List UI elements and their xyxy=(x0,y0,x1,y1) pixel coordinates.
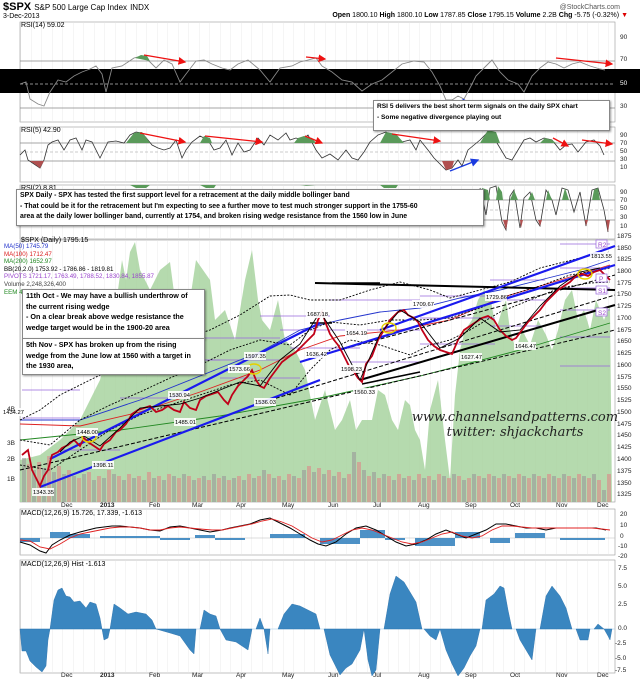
axis-tick: 50 xyxy=(620,80,628,87)
legend-ma200: MA(200) 1652.97 xyxy=(4,258,52,266)
svg-text:1434.27: 1434.27 xyxy=(3,410,24,416)
axis-tick: 10 xyxy=(620,223,628,230)
axis-tick: 70 xyxy=(620,140,628,147)
axis-tick: 90 xyxy=(620,189,628,196)
svg-text:1573.66: 1573.66 xyxy=(229,367,250,373)
price-annotations: 1434.27 1448.00 1343.35 1398.11 1530.94 … xyxy=(2,252,612,496)
symbol: $SPX xyxy=(3,1,32,13)
svg-text:1485.01: 1485.01 xyxy=(175,420,196,426)
svg-text:1627.47: 1627.47 xyxy=(461,355,482,361)
price-label: $SPX (Daily) 1795.15 xyxy=(21,237,89,244)
macd-hist-panel xyxy=(19,559,616,677)
hist-bars xyxy=(19,575,613,677)
svg-text:1343.35: 1343.35 xyxy=(33,490,54,496)
legend-ma50: MA(50) 1745.79 xyxy=(4,243,49,250)
close-value: 1795.15 xyxy=(488,12,514,19)
channel-top-2 xyxy=(379,244,616,332)
axis-tick: 50 xyxy=(620,205,628,212)
rsi-note: RSI 5 delivers the best short term signa… xyxy=(373,100,610,131)
exchange: INDX xyxy=(130,3,150,12)
svg-text:1636.42: 1636.42 xyxy=(306,352,327,358)
yellow-circle xyxy=(381,322,397,334)
high-value: 1800.10 xyxy=(396,12,423,19)
brand-label: @StockCharts.com xyxy=(559,4,620,11)
svg-text:R2: R2 xyxy=(598,242,607,249)
axis-tick: 30 xyxy=(620,214,628,221)
legend-pivots: PIVOTS 1721.17, 1763.49, 1788.52, 1830.8… xyxy=(4,273,154,281)
rsi5-panel xyxy=(19,126,616,183)
svg-text:1813.55: 1813.55 xyxy=(591,254,612,260)
axis-tick: 70 xyxy=(620,56,628,63)
axis-tick: 30 xyxy=(620,103,628,110)
svg-text:1646.47: 1646.47 xyxy=(515,344,536,350)
legend-bb: BB(20,2.0) 1753.92 - 1786.86 - 1819.81 xyxy=(4,265,114,273)
macd-label: MACD(12,26,9) 15.726, 17.339, -1.613 xyxy=(21,510,143,517)
svg-text:S2: S2 xyxy=(598,310,606,317)
rsi14-label: RSI(14) 59.02 xyxy=(21,22,65,29)
axis-tick: 70 xyxy=(620,197,628,204)
change-value: -5.75 (-0.32%) xyxy=(574,12,620,19)
axis-tick: 50 xyxy=(620,148,628,155)
quote-summary: Open 1800.10 High 1800.10 Low 1787.85 Cl… xyxy=(332,12,628,19)
black-band xyxy=(0,69,640,93)
svg-text:1530.94: 1530.94 xyxy=(169,393,191,399)
svg-text:1729.86: 1729.86 xyxy=(486,295,507,301)
axis-tick: 30 xyxy=(620,156,628,163)
svg-text:1398.11: 1398.11 xyxy=(93,463,114,469)
rsi5-label: RSI(5) 42.90 xyxy=(21,127,61,134)
svg-text:1654.19: 1654.19 xyxy=(346,331,367,337)
channel-mid-2 xyxy=(299,263,616,364)
macd-line xyxy=(19,517,607,554)
symbol-title: $SPX S&P 500 Large Cap Index INDX xyxy=(3,1,149,13)
svg-text:1709.67: 1709.67 xyxy=(413,302,434,308)
svg-text:1597.35: 1597.35 xyxy=(245,354,266,360)
svg-text:1448.00: 1448.00 xyxy=(77,430,98,436)
channel-bottom xyxy=(39,378,321,489)
ma50-line xyxy=(20,259,611,421)
chart-date: 3-Dec-2013 xyxy=(3,13,40,20)
oct-note: 11th Oct - We may have a bullish underth… xyxy=(22,289,205,339)
legend-eem: EEM 41.32 xyxy=(4,288,35,296)
axis-tick: 10 xyxy=(620,164,628,171)
svg-text:P: P xyxy=(599,276,603,283)
signal-line xyxy=(19,518,611,550)
svg-text:1560.33: 1560.33 xyxy=(354,390,375,396)
chart-header: $SPX S&P 500 Large Cap Index INDX 3-Dec-… xyxy=(0,0,640,22)
nov-note: 5th Nov - SPX has broken up from the ris… xyxy=(22,338,205,375)
watermark: www.channelsandpatterns.com twitter: shj… xyxy=(411,410,619,440)
rsi2-label: RSI(2) 8.81 xyxy=(21,185,57,192)
legend-volume: Volume 2,248,326,400 xyxy=(4,280,66,288)
legend-ma100: MA(100) 1712.47 xyxy=(4,250,52,258)
svg-text:1536.03: 1536.03 xyxy=(255,400,276,406)
volume-value: 2.2B xyxy=(542,12,557,19)
macd-panel xyxy=(19,508,616,556)
hist-label: MACD(12,26,9) Hist -1.613 xyxy=(21,561,106,568)
down-triangle-icon: ▼ xyxy=(621,12,628,19)
price-line xyxy=(21,268,611,489)
low-value: 1787.85 xyxy=(440,12,466,19)
symbol-name: S&P 500 Large Cap Index xyxy=(34,3,128,12)
open-value: 1800.10 xyxy=(352,12,378,19)
svg-text:1598.23: 1598.23 xyxy=(341,367,362,373)
axis-tick: 90 xyxy=(620,132,628,139)
svg-text:1687.18: 1687.18 xyxy=(307,312,328,318)
daily-note: SPX Daily - SPX has tested the first sup… xyxy=(16,189,484,226)
yellow-circle xyxy=(577,268,593,280)
axis-tick: 90 xyxy=(620,34,628,41)
svg-text:S1: S1 xyxy=(598,288,606,295)
price-legend: MA(50) 1745.79 MA(100) 1712.47 MA(200) 1… xyxy=(4,243,154,296)
pivot-boxes: R2 P S1 S2 xyxy=(595,239,608,317)
